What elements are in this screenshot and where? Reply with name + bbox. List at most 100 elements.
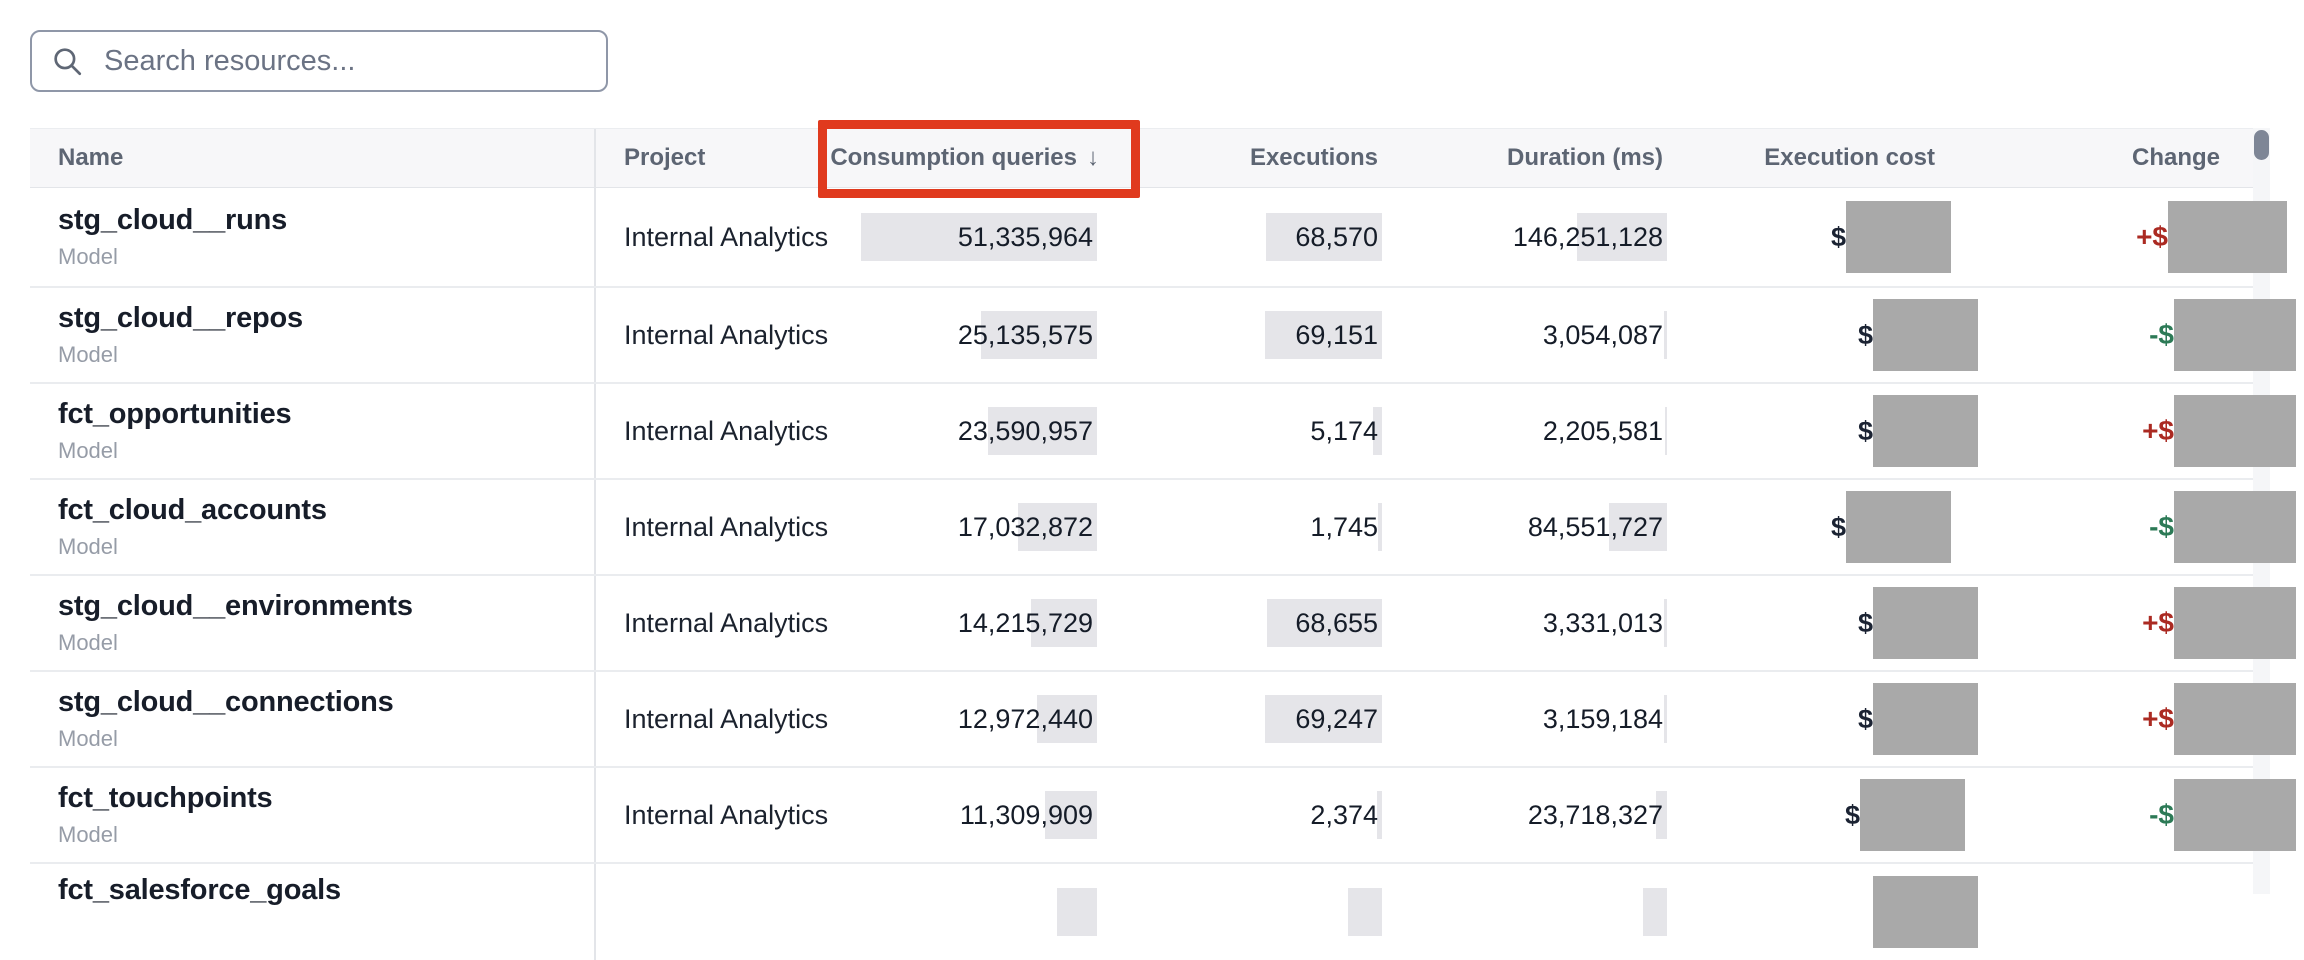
- table-row[interactable]: fct_salesforce_goals: [30, 864, 2270, 960]
- redaction-box-cost: [1846, 491, 1951, 563]
- redaction-box-cost: [1860, 779, 1965, 851]
- duration-cell: 3,331,013: [1390, 599, 1675, 647]
- change-cell: -$: [1990, 779, 2296, 851]
- table-row[interactable]: fct_cloud_accounts Model Internal Analyt…: [30, 480, 2296, 576]
- redaction-box-change: [2168, 201, 2287, 273]
- executions-value-bar: [1265, 311, 1382, 359]
- resource-name: stg_cloud__environments: [58, 590, 413, 622]
- column-header-project[interactable]: Project: [624, 144, 706, 171]
- consumption-value-bar: [988, 407, 1097, 455]
- duration-cell: 84,551,727: [1390, 503, 1675, 551]
- project-cell: Internal Analytics: [624, 319, 829, 350]
- resource-type: Model: [58, 438, 118, 463]
- duration-value-bar: [1664, 599, 1667, 647]
- change-sign: -$: [2149, 319, 2174, 350]
- project-cell: Internal Analytics: [624, 607, 829, 638]
- search-input[interactable]: [102, 43, 588, 79]
- change-sign: -$: [2149, 799, 2174, 830]
- resource-type: Model: [58, 726, 118, 751]
- execution-cost-cell: $: [1675, 395, 1990, 467]
- execution-cost-cell: $: [1675, 299, 1990, 371]
- currency-symbol: $: [1844, 799, 1860, 830]
- name-cell: stg_cloud__environments Model: [30, 576, 596, 670]
- currency-symbol: $: [1857, 703, 1873, 734]
- resource-type: Model: [58, 244, 118, 269]
- duration-value-bar: [1577, 213, 1667, 261]
- table-row[interactable]: fct_touchpoints Model Internal Analytics…: [30, 768, 2296, 864]
- resource-name: fct_opportunities: [58, 398, 292, 430]
- redaction-box-change: [2174, 683, 2296, 755]
- column-header-name[interactable]: Name: [30, 129, 596, 187]
- table-row[interactable]: stg_cloud__runs Model Internal Analytics…: [30, 188, 2287, 288]
- duration-cell: 3,054,087: [1390, 311, 1675, 359]
- redaction-box-cost: [1873, 683, 1978, 755]
- resource-name: fct_touchpoints: [58, 782, 273, 814]
- duration-cell: 23,718,327: [1390, 791, 1675, 839]
- executions-value-bar: [1373, 407, 1382, 455]
- duration-value-bar: [1656, 791, 1667, 839]
- name-cell: stg_cloud__repos Model: [30, 288, 596, 382]
- consumption-queries-label: Consumption queries: [830, 144, 1077, 171]
- executions-value-bar: [1266, 213, 1382, 261]
- consumption-queries-cell: 51,335,964: [820, 213, 1105, 261]
- executions-cell: 68,570: [1105, 213, 1390, 261]
- column-header-consumption-queries[interactable]: Consumption queries ↓: [820, 144, 1105, 172]
- change-cell: +$: [1990, 587, 2296, 659]
- resource-type: Model: [58, 822, 118, 847]
- consumption-queries-cell: 17,032,872: [820, 503, 1105, 551]
- resources-table: Name Project Consumption queries ↓ Execut…: [30, 128, 2296, 960]
- redaction-box-cost: [1873, 876, 1978, 948]
- executions-cell: 1,745: [1105, 503, 1390, 551]
- table-body: stg_cloud__runs Model Internal Analytics…: [30, 188, 2296, 960]
- table-header-row: Name Project Consumption queries ↓ Execut…: [30, 128, 2270, 188]
- executions-value-bar: [1265, 695, 1382, 743]
- redaction-box-cost: [1873, 299, 1978, 371]
- column-header-change[interactable]: Change: [2131, 144, 2220, 171]
- scrollbar-thumb[interactable]: [2254, 130, 2269, 160]
- column-header-executions[interactable]: Executions: [1249, 144, 1378, 171]
- project-cell: Internal Analytics: [624, 415, 829, 446]
- consumption-queries-cell: 23,590,957: [820, 407, 1105, 455]
- redaction-box-cost: [1873, 587, 1978, 659]
- change-sign: -$: [2149, 511, 2174, 542]
- table-row[interactable]: fct_opportunities Model Internal Analyti…: [30, 384, 2296, 480]
- duration-cell: 146,251,128: [1390, 213, 1675, 261]
- consumption-queries-cell: 14,215,729: [820, 599, 1105, 647]
- consumption-value-bar: [1031, 599, 1097, 647]
- execution-cost-cell: $: [1675, 683, 1990, 755]
- table-row[interactable]: stg_cloud__repos Model Internal Analytic…: [30, 288, 2296, 384]
- resource-type: Model: [58, 534, 118, 559]
- consumption-queries-cell: 11,309,909: [820, 791, 1105, 839]
- change-sign: +$: [2142, 703, 2174, 734]
- change-cell: +$: [1990, 683, 2296, 755]
- currency-symbol: $: [1830, 511, 1846, 542]
- table-row[interactable]: stg_cloud__connections Model Internal An…: [30, 672, 2296, 768]
- duration-value-bar: [1609, 503, 1667, 551]
- sort-desc-icon: ↓: [1087, 144, 1099, 171]
- resource-type: Model: [58, 342, 118, 367]
- duration-cell: 3,159,184: [1390, 695, 1675, 743]
- column-header-execution-cost[interactable]: Execution cost: [1764, 144, 1935, 171]
- consumption-value-bar: [981, 311, 1097, 359]
- search-box[interactable]: [30, 30, 608, 92]
- redaction-box-change: [2174, 587, 2296, 659]
- duration-value-bar: [1665, 407, 1667, 455]
- redaction-box-change: [2174, 395, 2296, 467]
- resource-type: Model: [58, 630, 118, 655]
- executions-cell: 69,247: [1105, 695, 1390, 743]
- table-row[interactable]: stg_cloud__environments Model Internal A…: [30, 576, 2296, 672]
- execution-cost-cell: $: [1675, 779, 1990, 851]
- execution-cost-cell: $: [1675, 587, 1990, 659]
- resource-name: stg_cloud__repos: [58, 302, 303, 334]
- redaction-box-change: [2174, 299, 2296, 371]
- execution-cost-cell: $: [1675, 491, 1990, 563]
- currency-symbol: $: [1830, 221, 1846, 252]
- duration-value-bar: [1664, 695, 1667, 743]
- column-header-duration[interactable]: Duration (ms): [1507, 144, 1663, 171]
- duration-value-bar: [1643, 888, 1667, 936]
- duration-value-bar: [1664, 311, 1667, 359]
- executions-cell: 68,655: [1105, 599, 1390, 647]
- execution-cost-cell: [1675, 876, 1990, 948]
- consumption-value-bar: [1037, 695, 1097, 743]
- executions-cell: 5,174: [1105, 407, 1390, 455]
